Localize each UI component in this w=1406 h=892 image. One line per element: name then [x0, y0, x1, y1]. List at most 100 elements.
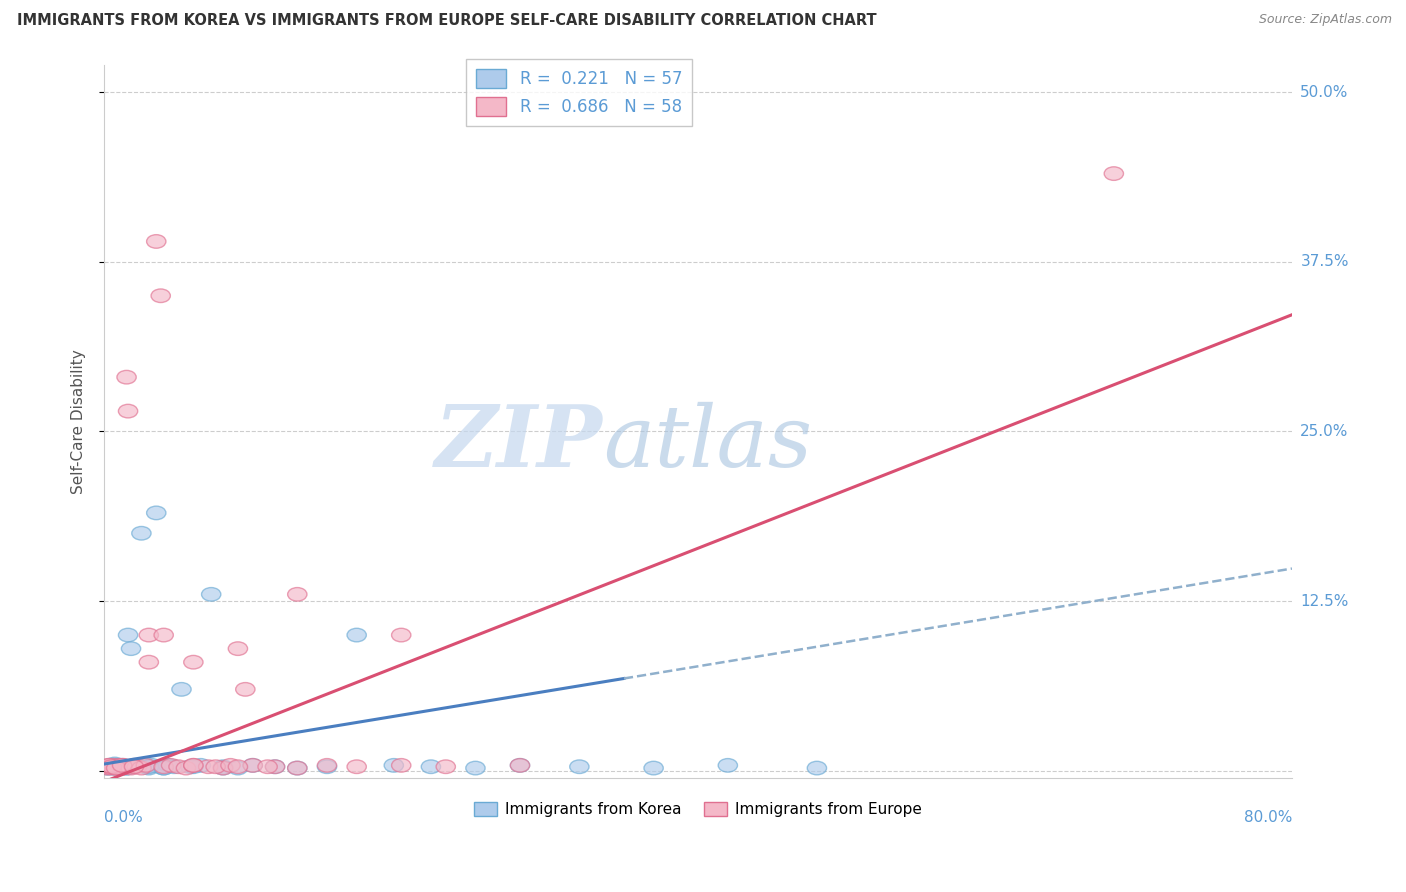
Ellipse shape — [124, 758, 143, 772]
Ellipse shape — [111, 760, 131, 773]
Ellipse shape — [118, 628, 138, 642]
Ellipse shape — [97, 761, 117, 775]
Ellipse shape — [172, 682, 191, 696]
Ellipse shape — [110, 760, 129, 773]
Ellipse shape — [124, 760, 143, 773]
Ellipse shape — [162, 758, 181, 772]
Ellipse shape — [107, 761, 125, 775]
Ellipse shape — [139, 628, 159, 642]
Ellipse shape — [118, 404, 138, 417]
Ellipse shape — [128, 760, 146, 773]
Ellipse shape — [98, 758, 118, 772]
Ellipse shape — [155, 761, 173, 775]
Ellipse shape — [132, 761, 150, 775]
Ellipse shape — [155, 760, 173, 773]
Ellipse shape — [214, 761, 233, 775]
Ellipse shape — [139, 761, 159, 775]
Text: 0.0%: 0.0% — [104, 810, 143, 824]
Ellipse shape — [198, 760, 218, 773]
Text: 80.0%: 80.0% — [1244, 810, 1292, 824]
Ellipse shape — [155, 761, 173, 775]
Ellipse shape — [436, 760, 456, 773]
Ellipse shape — [103, 761, 121, 775]
Ellipse shape — [124, 760, 143, 773]
Text: 25.0%: 25.0% — [1301, 424, 1348, 439]
Ellipse shape — [101, 758, 120, 772]
Ellipse shape — [155, 628, 173, 642]
Ellipse shape — [114, 758, 134, 772]
Ellipse shape — [136, 758, 156, 772]
Ellipse shape — [569, 760, 589, 773]
Ellipse shape — [221, 758, 240, 772]
Ellipse shape — [98, 758, 118, 772]
Ellipse shape — [128, 758, 146, 772]
Ellipse shape — [150, 760, 170, 773]
Ellipse shape — [110, 758, 129, 772]
Ellipse shape — [391, 758, 411, 772]
Ellipse shape — [184, 760, 202, 773]
Ellipse shape — [288, 761, 307, 775]
Ellipse shape — [384, 758, 404, 772]
Ellipse shape — [104, 758, 122, 772]
Ellipse shape — [257, 760, 277, 773]
Ellipse shape — [181, 760, 200, 773]
Legend: R =  0.221   N = 57, R =  0.686   N = 58: R = 0.221 N = 57, R = 0.686 N = 58 — [467, 59, 692, 126]
Ellipse shape — [214, 760, 233, 773]
Ellipse shape — [120, 760, 139, 773]
Ellipse shape — [107, 761, 125, 775]
Ellipse shape — [422, 760, 440, 773]
Ellipse shape — [146, 235, 166, 248]
Ellipse shape — [214, 761, 233, 775]
Ellipse shape — [115, 760, 135, 773]
Ellipse shape — [101, 760, 120, 773]
Ellipse shape — [207, 760, 225, 773]
Ellipse shape — [121, 642, 141, 656]
Ellipse shape — [318, 758, 336, 772]
Ellipse shape — [228, 761, 247, 775]
Ellipse shape — [391, 628, 411, 642]
Text: IMMIGRANTS FROM KOREA VS IMMIGRANTS FROM EUROPE SELF-CARE DISABILITY CORRELATION: IMMIGRANTS FROM KOREA VS IMMIGRANTS FROM… — [17, 13, 876, 29]
Ellipse shape — [644, 761, 664, 775]
Ellipse shape — [165, 760, 184, 773]
Ellipse shape — [243, 758, 263, 772]
Ellipse shape — [228, 642, 247, 656]
Ellipse shape — [288, 761, 307, 775]
Ellipse shape — [98, 761, 118, 775]
Ellipse shape — [97, 761, 117, 775]
Ellipse shape — [718, 758, 738, 772]
Ellipse shape — [105, 761, 124, 775]
Ellipse shape — [347, 760, 367, 773]
Ellipse shape — [150, 289, 170, 302]
Ellipse shape — [142, 758, 162, 772]
Ellipse shape — [176, 761, 195, 775]
Ellipse shape — [184, 758, 202, 772]
Ellipse shape — [107, 760, 125, 773]
Ellipse shape — [103, 760, 121, 773]
Ellipse shape — [105, 757, 124, 771]
Ellipse shape — [96, 760, 115, 773]
Text: 12.5%: 12.5% — [1301, 594, 1348, 608]
Ellipse shape — [111, 760, 131, 773]
Ellipse shape — [465, 761, 485, 775]
Ellipse shape — [184, 656, 202, 669]
Ellipse shape — [266, 760, 284, 773]
Ellipse shape — [112, 758, 132, 772]
Ellipse shape — [121, 761, 141, 775]
Ellipse shape — [103, 758, 121, 772]
Ellipse shape — [104, 761, 122, 775]
Text: 50.0%: 50.0% — [1301, 85, 1348, 100]
Text: 37.5%: 37.5% — [1301, 254, 1348, 269]
Ellipse shape — [98, 760, 118, 773]
Ellipse shape — [110, 761, 129, 775]
Ellipse shape — [132, 526, 150, 540]
Ellipse shape — [139, 760, 159, 773]
Ellipse shape — [105, 760, 124, 773]
Ellipse shape — [510, 758, 530, 772]
Ellipse shape — [159, 758, 177, 772]
Ellipse shape — [139, 656, 159, 669]
Ellipse shape — [108, 760, 128, 773]
Ellipse shape — [117, 761, 136, 775]
Ellipse shape — [1104, 167, 1123, 180]
Ellipse shape — [169, 760, 188, 773]
Ellipse shape — [807, 761, 827, 775]
